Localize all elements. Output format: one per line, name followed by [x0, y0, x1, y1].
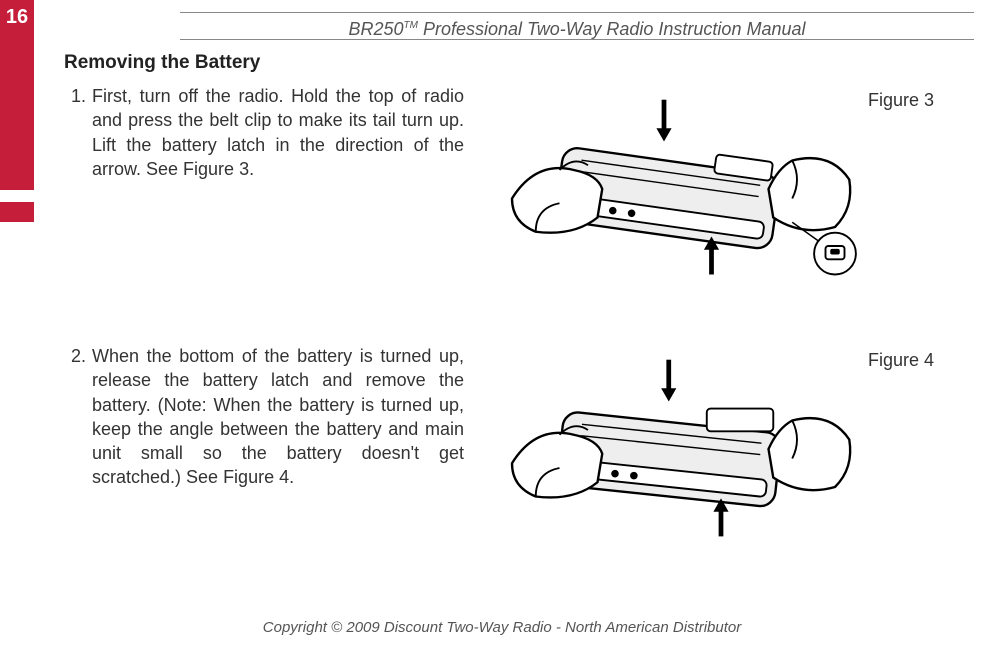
figure-4-illustration	[498, 354, 868, 544]
strip-segment-mid	[0, 202, 34, 222]
page-footer: Copyright © 2009 Discount Two-Way Radio …	[0, 619, 1004, 636]
figure-col: Figure 3	[488, 84, 974, 284]
figure-3-illustration	[498, 94, 868, 284]
page-number: 16	[0, 6, 34, 29]
step-item: 2. When the bottom of the battery is tur…	[64, 344, 464, 490]
step-item: 1. First, turn off the radio. Hold the t…	[64, 84, 464, 181]
step-row-2: 2. When the bottom of the battery is tur…	[64, 344, 974, 544]
left-margin-strip: 16	[0, 0, 34, 650]
figure-label: Figure 4	[868, 350, 934, 371]
step-text-col: 2. When the bottom of the battery is tur…	[64, 344, 464, 544]
radio-hands-icon	[498, 354, 868, 544]
hand-right-icon	[769, 158, 851, 230]
step-body: When the bottom of the battery is turned…	[92, 344, 464, 490]
strip-gap	[0, 190, 34, 202]
step-number: 2.	[64, 344, 86, 490]
figure-label: Figure 3	[868, 90, 934, 111]
step-number: 1.	[64, 84, 86, 181]
radio-hands-icon	[498, 94, 868, 284]
header-product: BR250	[348, 19, 403, 39]
hand-right-icon	[769, 418, 851, 490]
page-header: BR250TM Professional Two-Way Radio Instr…	[180, 12, 974, 40]
step-text-col: 1. First, turn off the radio. Hold the t…	[64, 84, 464, 284]
header-title: Professional Two-Way Radio Instruction M…	[418, 19, 806, 39]
step-row-1: 1. First, turn off the radio. Hold the t…	[64, 84, 974, 284]
section-title: Removing the Battery	[64, 52, 974, 74]
content-area: Removing the Battery 1. First, turn off …	[64, 52, 974, 610]
header-trademark: TM	[404, 20, 418, 31]
step-body: First, turn off the radio. Hold the top …	[92, 84, 464, 181]
figure-col: Figure 4	[488, 344, 974, 544]
strip-gap	[0, 222, 34, 650]
